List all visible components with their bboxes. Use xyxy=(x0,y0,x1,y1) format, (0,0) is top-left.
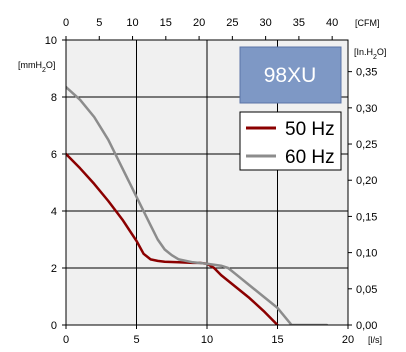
tick-label-x-top: 0 xyxy=(63,17,69,29)
tick-label-y-right: 0,35 xyxy=(356,67,377,79)
model-badge: 98XU xyxy=(239,46,342,104)
tick-label-x-bottom: 20 xyxy=(342,334,354,346)
tick-label-x-bottom: 10 xyxy=(201,334,213,346)
tick-label-x-top: 35 xyxy=(293,17,305,29)
tick-label-x-bottom: 0 xyxy=(63,334,69,346)
unit-label-x-top: [CFM] xyxy=(355,18,380,28)
tick-label-x-top: 10 xyxy=(126,17,138,29)
tick-label-y-right: 0,15 xyxy=(356,211,377,223)
series-line-50-hz xyxy=(66,152,279,325)
model-badge-label: 98XU xyxy=(264,64,317,87)
tick-label-x-top: 15 xyxy=(160,17,172,29)
tick-label-y-left: 10 xyxy=(45,35,57,47)
legend-label-50hz: 50 Hz xyxy=(285,119,335,140)
tick-label-y-left: 8 xyxy=(51,92,57,104)
axes: 0 5 10 15 20 [l/s] 0 5 10 15 20 25 30 35 40 [CFM] 0 2 4 6 8 1… xyxy=(18,17,386,346)
tick-label-y-right: 0,20 xyxy=(356,175,377,187)
tick-label-y-right: 0,10 xyxy=(356,248,377,260)
tick-label-x-top: 20 xyxy=(193,17,205,29)
tick-label-x-bottom: 15 xyxy=(271,334,283,346)
tick-label-x-top: 25 xyxy=(226,17,238,29)
tick-label-y-left: 0 xyxy=(51,320,57,332)
legend-box xyxy=(239,111,342,171)
model-badge-box xyxy=(239,46,342,104)
tick-label-y-left: 2 xyxy=(51,263,57,275)
unit-label-y-right: [In.H2O] xyxy=(354,47,386,61)
tick-label-x-bottom: 5 xyxy=(133,334,139,346)
tick-label-y-right: 0,25 xyxy=(356,139,377,151)
tick-label-y-right: 0,30 xyxy=(356,103,377,115)
series-line-60-hz xyxy=(66,85,329,325)
tick-label-y-left: 6 xyxy=(51,149,57,161)
tick-label-x-top: 5 xyxy=(96,17,102,29)
legend: 50 Hz 60 Hz xyxy=(239,111,342,171)
tick-label-y-right: 0,05 xyxy=(356,284,377,296)
tick-label-x-top: 40 xyxy=(326,17,338,29)
tick-label-x-top: 30 xyxy=(259,17,271,29)
legend-label-60hz: 60 Hz xyxy=(285,147,335,168)
series-layer xyxy=(66,85,329,325)
tick-label-y-left: 4 xyxy=(51,206,57,218)
unit-label-x-bottom: [l/s] xyxy=(368,335,382,345)
unit-label-y-left: [mmH2O] xyxy=(18,60,55,74)
tick-label-y-right: 0,00 xyxy=(356,320,377,332)
